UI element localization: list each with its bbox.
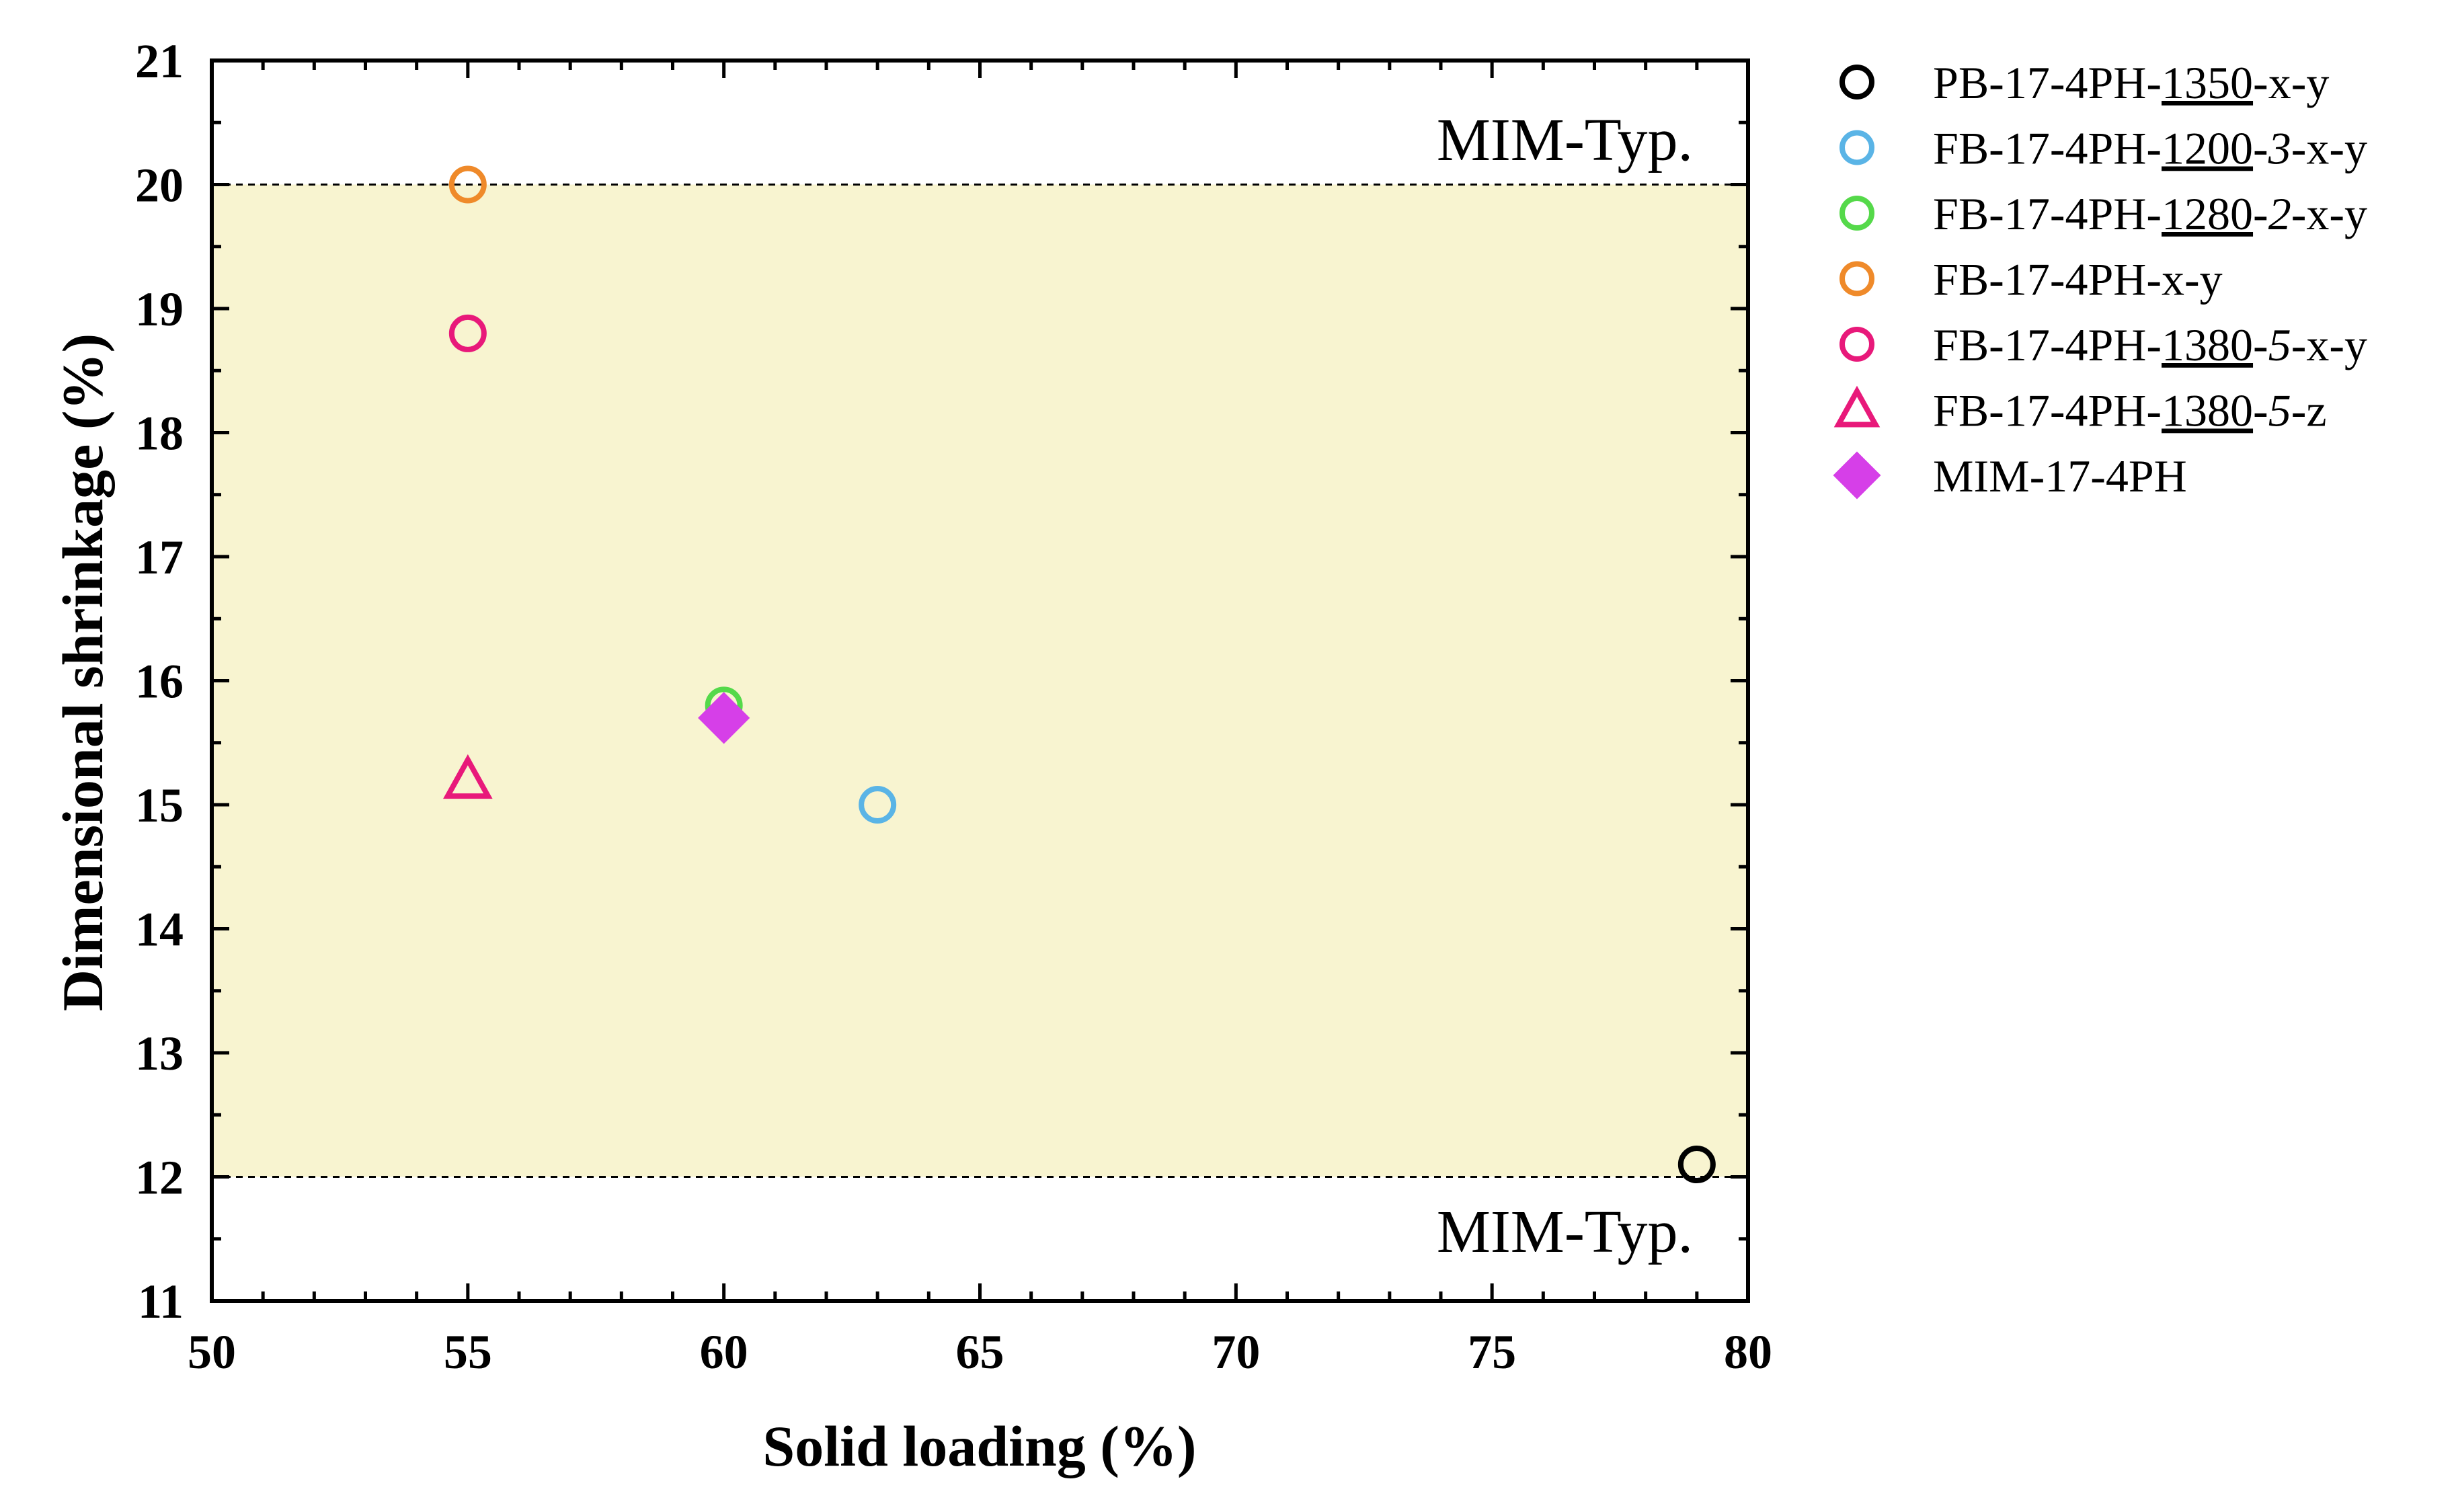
legend-label-part: 1380: [2162, 319, 2253, 370]
legend-marker: [1839, 261, 1874, 296]
x-tick-label: 65: [956, 1325, 1004, 1379]
x-tick-label: 80: [1724, 1325, 1772, 1379]
legend-marker: [1839, 327, 1874, 362]
legend-label-part: MIM-17-4PH: [1933, 450, 2187, 502]
legend-label-part: -z: [2291, 385, 2327, 436]
x-tick-label: 70: [1212, 1325, 1260, 1379]
legend-label-part: -: [2253, 319, 2268, 370]
legend: PB-17-4PH-1350-x-yFB-17-4PH-1200-3-x-yFB…: [1833, 57, 2367, 502]
legend-label-part: 1280: [2162, 188, 2253, 239]
legend-label-part: -: [2253, 188, 2268, 239]
y-axis-title: Dimensional shrinkage (%): [50, 333, 115, 1011]
legend-marker: [1839, 65, 1874, 100]
data-point-layer: [443, 165, 1716, 1184]
legend-label-part: 5: [2268, 385, 2291, 436]
data-point: [443, 754, 493, 799]
data-point: [448, 314, 487, 352]
legend-label: FB-17-4PH-1280-2-x-y: [1933, 188, 2367, 239]
legend-item: FB-17-4PH-1200-3-x-y: [1839, 123, 2367, 174]
legend-label-part: 1380: [2162, 385, 2253, 436]
legend-item: PB-17-4PH-1350-x-y: [1839, 57, 2329, 108]
legend-label-part: -: [2253, 385, 2268, 436]
legend-label-part: PB-17-4PH-: [1933, 57, 2162, 108]
x-tick-label: 55: [444, 1325, 492, 1379]
legend-marker: [1833, 451, 1881, 500]
legend-label-part: -x-y: [2291, 188, 2367, 239]
y-tick-label: 12: [135, 1151, 184, 1205]
legend-label-part: 1350: [2162, 57, 2253, 108]
data-point: [448, 165, 487, 204]
legend-label: FB-17-4PH-1380-5-z: [1933, 385, 2327, 436]
tick-label-layer: 50 55 60 65 70 75 80 11 12 13 14 15 16 17 18 19 20 21: [135, 34, 1772, 1379]
data-point: [698, 692, 750, 744]
y-tick-label: 20: [135, 159, 184, 212]
legend-label-part: -: [2253, 123, 2268, 174]
y-tick-label: 15: [135, 779, 184, 832]
legend-label-part: FB-17-4PH-x-y: [1933, 254, 2223, 305]
y-tick-label: 16: [135, 655, 184, 709]
x-tick-label: 60: [700, 1325, 748, 1379]
data-point: [1677, 1146, 1716, 1184]
y-tick-label: 14: [135, 903, 184, 957]
legend-label-part: -x-y: [2291, 123, 2367, 174]
legend-label-part: -x-y: [2291, 319, 2367, 370]
legend-item: FB-17-4PH-x-y: [1839, 254, 2223, 305]
legend-label: FB-17-4PH-1200-3-x-y: [1933, 123, 2367, 174]
legend-marker: [1839, 196, 1874, 231]
band-label-bottom: MIM-Typ.: [1437, 1199, 1693, 1265]
legend-label: FB-17-4PH-x-y: [1933, 254, 2223, 305]
legend-marker: [1839, 130, 1874, 165]
legend-label: FB-17-4PH-1380-5-x-y: [1933, 319, 2367, 370]
mim-typical-band: [212, 184, 1748, 1177]
y-tick-label: 19: [135, 282, 184, 336]
legend-label-part: FB-17-4PH-: [1933, 319, 2162, 370]
tick-layer: [210, 58, 1750, 1303]
legend-item: FB-17-4PH-1380-5-x-y: [1839, 319, 2367, 370]
legend-label: PB-17-4PH-1350-x-y: [1933, 57, 2329, 108]
legend-label-part: FB-17-4PH-: [1933, 385, 2162, 436]
data-point: [859, 786, 897, 824]
mim-typical-band-layer: [212, 184, 1748, 1178]
legend-label-part: 5: [2268, 319, 2291, 370]
legend-marker: [1833, 385, 1881, 428]
y-tick-label: 13: [135, 1027, 184, 1080]
legend-label-part: 1200: [2162, 123, 2253, 174]
x-tick-label: 50: [188, 1325, 236, 1379]
y-tick-label: 18: [135, 407, 184, 461]
legend-item: FB-17-4PH-1380-5-z: [1833, 385, 2327, 436]
band-label-top: MIM-Typ.: [1437, 107, 1693, 173]
legend-label-part: 2: [2268, 188, 2291, 239]
legend-item: MIM-17-4PH: [1833, 450, 2187, 502]
legend-label-part: FB-17-4PH-: [1933, 123, 2162, 174]
y-tick-label: 17: [135, 530, 184, 584]
legend-item: FB-17-4PH-1280-2-x-y: [1839, 188, 2367, 239]
y-tick-label: 21: [135, 34, 184, 88]
legend-label: MIM-17-4PH: [1933, 450, 2187, 502]
y-tick-label: 11: [138, 1275, 184, 1328]
legend-label-part: FB-17-4PH-: [1933, 188, 2162, 239]
legend-label-part: -x-y: [2253, 57, 2329, 108]
x-tick-label: 75: [1468, 1325, 1516, 1379]
x-axis-title: Solid loading (%): [762, 1414, 1196, 1478]
legend-label-part: 3: [2268, 123, 2291, 174]
